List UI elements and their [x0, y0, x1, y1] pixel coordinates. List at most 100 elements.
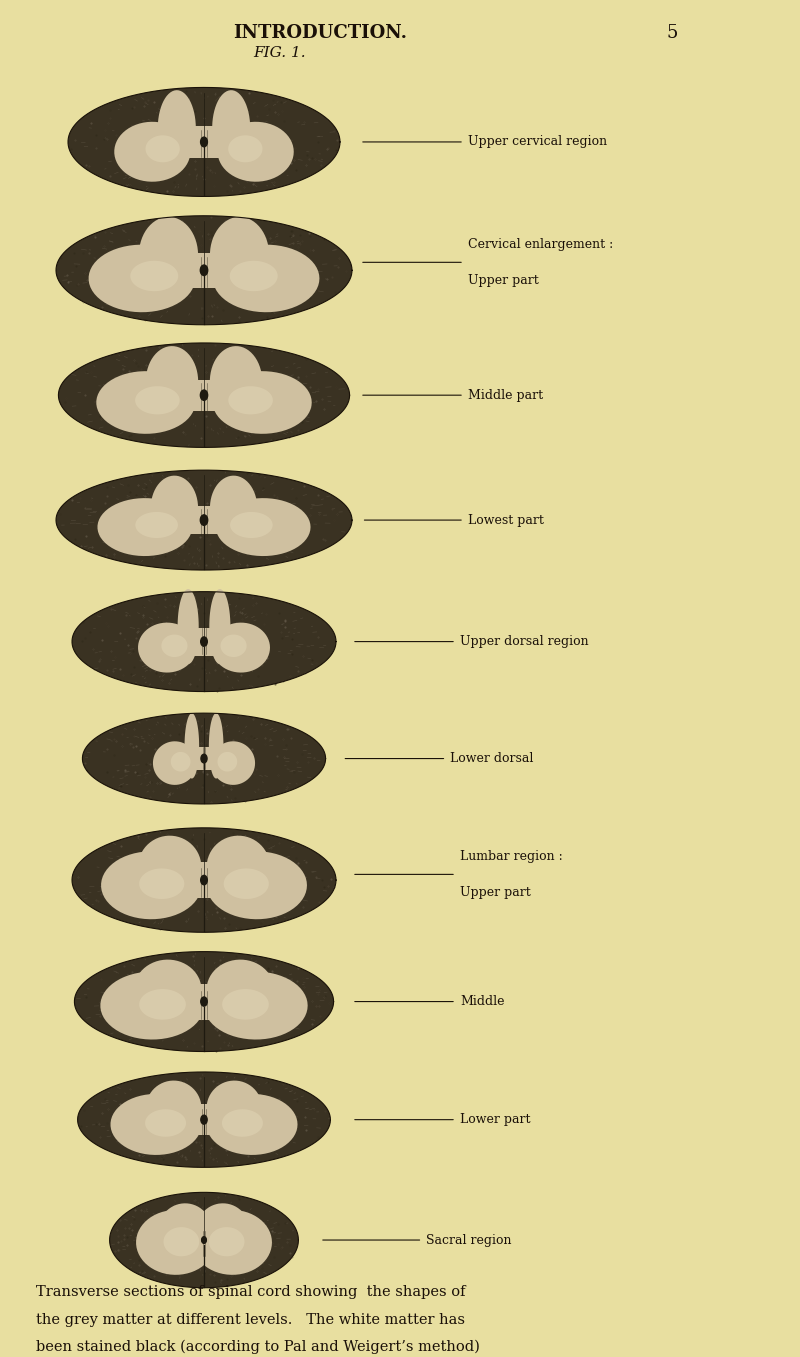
Circle shape [200, 389, 208, 400]
Polygon shape [56, 216, 352, 324]
Polygon shape [110, 1094, 202, 1155]
Polygon shape [218, 752, 237, 772]
Polygon shape [146, 346, 198, 417]
Polygon shape [211, 741, 255, 784]
Polygon shape [197, 1204, 250, 1255]
Polygon shape [213, 244, 319, 312]
Circle shape [201, 1115, 207, 1124]
Text: Transverse sections of spinal cord showing  the shapes of: Transverse sections of spinal cord showi… [36, 1285, 466, 1300]
Polygon shape [212, 623, 270, 673]
Polygon shape [178, 1221, 230, 1259]
Circle shape [202, 1236, 206, 1243]
Circle shape [200, 514, 208, 525]
Text: Lowest part: Lowest part [468, 513, 544, 527]
Polygon shape [134, 959, 202, 1019]
Text: Upper part: Upper part [468, 274, 538, 286]
Polygon shape [170, 862, 238, 898]
Polygon shape [146, 136, 180, 163]
Polygon shape [74, 951, 334, 1052]
Polygon shape [72, 592, 336, 692]
Polygon shape [216, 498, 310, 556]
Text: Middle part: Middle part [468, 388, 543, 402]
Polygon shape [222, 1109, 263, 1137]
Polygon shape [228, 136, 262, 163]
Polygon shape [221, 635, 246, 657]
Polygon shape [138, 623, 196, 673]
Text: Lower part: Lower part [460, 1113, 530, 1126]
Polygon shape [175, 380, 233, 411]
Text: Upper part: Upper part [460, 886, 530, 898]
Polygon shape [146, 1080, 202, 1136]
Polygon shape [72, 828, 336, 932]
Polygon shape [210, 589, 230, 664]
Polygon shape [89, 244, 195, 312]
Polygon shape [210, 476, 258, 540]
Polygon shape [82, 714, 326, 803]
Polygon shape [96, 372, 195, 434]
Polygon shape [206, 959, 274, 1019]
Polygon shape [230, 261, 278, 292]
Text: Lower dorsal: Lower dorsal [450, 752, 534, 765]
Polygon shape [178, 589, 198, 664]
Polygon shape [210, 217, 269, 293]
Polygon shape [204, 972, 308, 1039]
Polygon shape [212, 90, 250, 167]
Polygon shape [163, 1227, 199, 1257]
Polygon shape [145, 1109, 186, 1137]
Polygon shape [230, 512, 273, 537]
Polygon shape [206, 1080, 262, 1136]
Polygon shape [206, 836, 270, 898]
Polygon shape [139, 868, 184, 898]
Circle shape [200, 265, 208, 275]
Polygon shape [213, 372, 312, 434]
Polygon shape [150, 476, 198, 540]
Polygon shape [171, 252, 237, 288]
Polygon shape [114, 122, 190, 182]
Polygon shape [162, 635, 187, 657]
Polygon shape [58, 343, 350, 448]
Polygon shape [186, 627, 222, 655]
Polygon shape [171, 752, 190, 772]
Polygon shape [158, 1204, 211, 1255]
Polygon shape [136, 1210, 215, 1274]
Polygon shape [135, 512, 178, 537]
Polygon shape [228, 387, 273, 414]
Polygon shape [158, 90, 196, 167]
Polygon shape [174, 1105, 234, 1134]
Circle shape [201, 754, 207, 763]
Polygon shape [209, 1227, 245, 1257]
Text: Lumbar region :: Lumbar region : [460, 849, 562, 863]
Text: been stained black (according to Pal and Weigert’s method): been stained black (according to Pal and… [36, 1339, 480, 1354]
Text: INTRODUCTION.: INTRODUCTION. [233, 24, 407, 42]
Polygon shape [224, 868, 269, 898]
Polygon shape [130, 261, 178, 292]
Text: Cervical enlargement :: Cervical enlargement : [468, 237, 614, 251]
Polygon shape [168, 984, 240, 1019]
Polygon shape [206, 851, 307, 919]
Text: 5: 5 [666, 24, 678, 42]
Polygon shape [139, 217, 198, 293]
Polygon shape [209, 714, 223, 779]
Circle shape [201, 137, 207, 147]
Polygon shape [218, 122, 294, 182]
Text: Sacral region: Sacral region [426, 1234, 512, 1247]
Polygon shape [68, 87, 340, 197]
Polygon shape [78, 1072, 330, 1167]
Polygon shape [101, 851, 202, 919]
Text: Middle: Middle [460, 995, 505, 1008]
Text: FIG. 1.: FIG. 1. [254, 46, 306, 60]
Polygon shape [190, 746, 218, 771]
Polygon shape [138, 836, 202, 898]
Polygon shape [206, 1094, 298, 1155]
Polygon shape [185, 714, 199, 779]
Circle shape [201, 997, 207, 1006]
Text: Upper cervical region: Upper cervical region [468, 136, 607, 148]
Polygon shape [222, 989, 269, 1019]
Circle shape [201, 875, 207, 885]
Circle shape [201, 636, 207, 646]
Text: Upper dorsal region: Upper dorsal region [460, 635, 589, 649]
Polygon shape [98, 498, 192, 556]
Polygon shape [139, 989, 186, 1019]
Polygon shape [100, 972, 204, 1039]
Text: the grey matter at different levels.   The white matter has: the grey matter at different levels. The… [36, 1312, 465, 1327]
